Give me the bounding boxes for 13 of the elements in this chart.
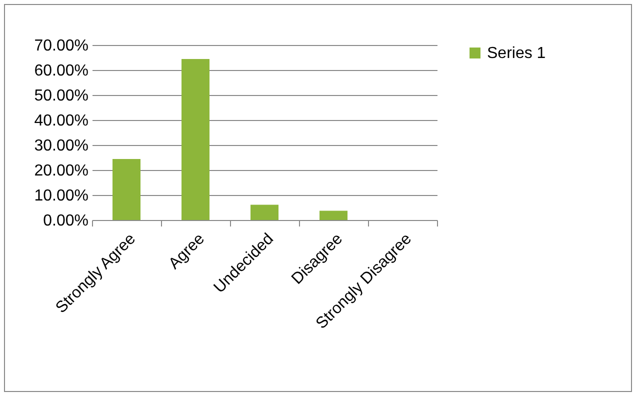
y-tick-label: 60.00%: [34, 62, 88, 80]
bar: [320, 210, 348, 220]
y-tick-label: 70.00%: [34, 38, 88, 54]
y-tick-label: 10.00%: [34, 188, 88, 204]
bar: [112, 159, 140, 220]
bar: [250, 204, 278, 220]
y-tick-label: 50.00%: [34, 88, 88, 104]
bar: [182, 59, 210, 220]
legend-label: Series 1: [487, 45, 546, 62]
y-tick-label: 20.00%: [34, 162, 88, 180]
y-tick-label: 0.00%: [43, 212, 88, 230]
y-tick-label: 40.00%: [34, 112, 88, 130]
y-tick-label: 30.00%: [34, 138, 88, 154]
